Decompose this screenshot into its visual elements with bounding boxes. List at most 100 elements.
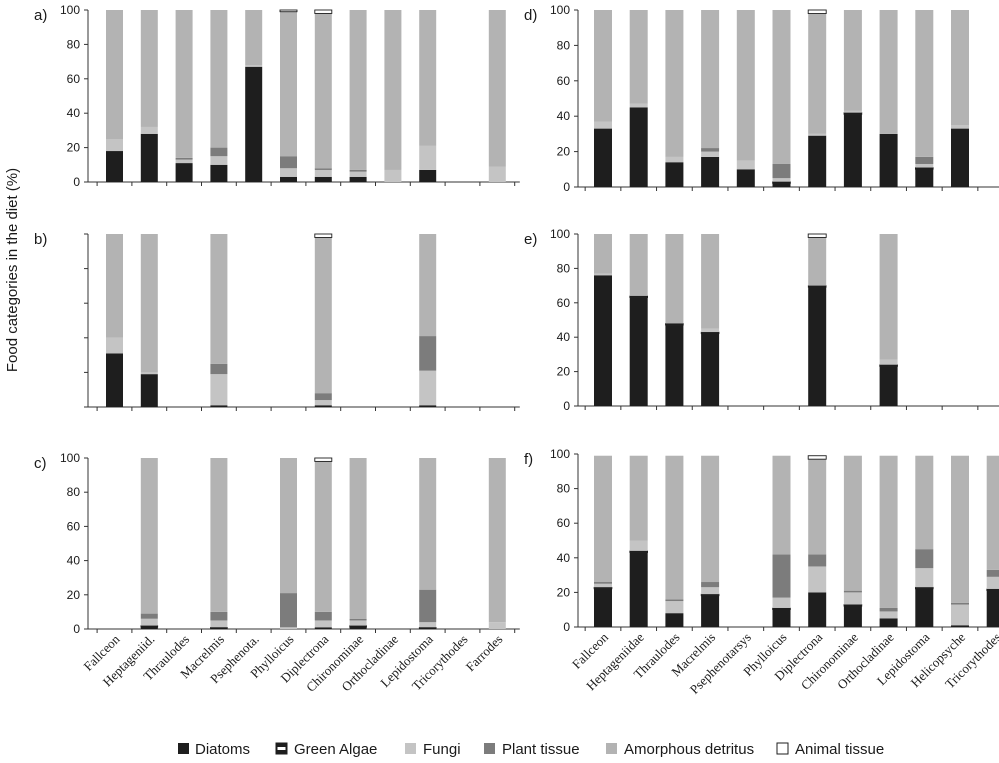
bar-segment-fungi: [594, 121, 612, 129]
bar-segment-diatoms: [879, 133, 898, 187]
bar-segment-amorphous-detritus: [701, 455, 720, 583]
bar-segment-amorphous-detritus: [701, 234, 720, 329]
bar-segment-fungi: [879, 611, 898, 619]
bar-segment-green-algae: [349, 625, 367, 628]
bar-segment-fungi: [843, 592, 862, 605]
bar-segment-diatoms: [772, 183, 791, 187]
bar-segment-plant-tissue: [665, 599, 684, 602]
bar-segment-fungi: [986, 576, 999, 589]
bar-segment-animal-tissue: [314, 457, 333, 462]
bar-segment-diatoms: [772, 609, 791, 627]
bar-segment-green-algae: [418, 626, 437, 630]
bar-segment-fungi: [701, 587, 720, 595]
bar-segment-diatoms: [629, 297, 648, 406]
bar-segment-plant-tissue: [594, 582, 612, 584]
bar-segment-amorphous-detritus: [808, 237, 827, 286]
bar-segment-amorphous-detritus: [629, 10, 648, 104]
bar-segment-plant-tissue: [280, 156, 297, 169]
y-tick-label: 80: [557, 38, 571, 52]
y-tick-label: 40: [67, 554, 81, 568]
bar-segment-animal-tissue: [314, 9, 333, 14]
bar-segment-amorphous-detritus: [419, 10, 437, 146]
bar-segment-diatoms: [280, 176, 297, 182]
bar-segment-diatoms: [843, 114, 862, 187]
bar-segment-amorphous-detritus: [701, 10, 720, 149]
bar-segment-amorphous-detritus: [488, 458, 506, 623]
bar-segment-fungi: [106, 139, 123, 152]
bar-segment-animal-tissue: [807, 455, 827, 460]
y-tick-label: 80: [67, 485, 81, 499]
bar-segment-amorphous-detritus: [210, 458, 228, 612]
bar-segment-fungi: [106, 337, 123, 354]
bar-segment-amorphous-detritus: [140, 458, 158, 614]
bar-segment-diatoms: [594, 275, 612, 406]
y-tick-label: 100: [550, 227, 570, 241]
bar-segment-green-algae: [772, 607, 791, 610]
y-tick-label: 100: [550, 3, 570, 17]
bar-segment-diatoms: [314, 627, 332, 629]
bar-segment-diatoms: [665, 613, 684, 627]
bar-segment-diatoms: [106, 353, 123, 407]
bar-segment-amorphous-detritus: [665, 455, 684, 600]
bar-segment-green-algae: [700, 331, 720, 335]
bar-segment-green-algae: [843, 604, 863, 607]
bar-segment-amorphous-detritus: [106, 234, 123, 338]
y-tick-label: 60: [557, 516, 571, 530]
bar-segment-fungi: [915, 163, 934, 168]
legend-swatch: [405, 743, 416, 754]
bar-segment-amorphous-detritus: [594, 234, 612, 274]
bar-segment-plant-tissue: [986, 569, 999, 577]
bar-segment-plant-tissue: [701, 582, 720, 588]
bar-segment-plant-tissue: [314, 611, 332, 621]
bar-segment-fungi: [210, 620, 228, 628]
bar-segment-diatoms: [665, 325, 684, 406]
bar-segment-diatoms: [701, 156, 720, 187]
bar-segment-amorphous-detritus: [419, 234, 437, 337]
bar-segment-plant-tissue: [951, 602, 969, 605]
bar-segment-diatoms: [629, 107, 648, 187]
legend-label: Animal tissue: [795, 741, 884, 758]
bar-segment-fungi: [772, 178, 791, 182]
bar-segment-diatoms: [808, 287, 827, 406]
bar-segment-fungi: [175, 159, 193, 164]
y-tick-label: 20: [67, 141, 81, 155]
bar-segment-diatoms: [915, 169, 934, 187]
bar-segment-amorphous-detritus: [106, 10, 123, 139]
bar-segment-plant-tissue: [808, 554, 827, 567]
bar-segment-amorphous-detritus: [915, 10, 934, 157]
legend-item-amorphous-detritus: Amorphous detritus: [606, 741, 754, 758]
bar-segment-amorphous-detritus: [879, 10, 898, 134]
bar-segment-green-algae: [700, 593, 720, 597]
panel-e: e) 0 20 40 60 80 100: [524, 227, 999, 413]
panel-d: d) 0 20 40 60 80 100: [524, 3, 999, 194]
y-tick-label: 100: [60, 3, 80, 17]
bar-segment-plant-tissue: [314, 168, 332, 170]
bar-segment-plant-tissue: [879, 607, 898, 612]
bar-segment-plant-tissue: [314, 393, 332, 401]
y-tick-label: 0: [73, 622, 80, 636]
bar-segment-fungi: [210, 374, 228, 406]
y-tick-label: 0: [73, 175, 80, 189]
bar-segment-amorphous-detritus: [594, 10, 612, 122]
bar-segment-diatoms: [419, 405, 437, 407]
panel-b: b): [34, 231, 520, 411]
bar-segment-amorphous-detritus: [280, 458, 297, 594]
panel-label: b): [34, 231, 47, 248]
bar-segment-fungi: [140, 372, 158, 375]
legend-item-plant-tissue: Plant tissue: [484, 741, 580, 758]
bar-segment-plant-tissue: [419, 336, 437, 371]
bar-segment-amorphous-detritus: [772, 455, 791, 555]
bar-segment-fungi: [349, 620, 367, 626]
bar-segment-amorphous-detritus: [843, 10, 862, 111]
bar-segment-diatoms: [879, 618, 898, 627]
bar-segment-diatoms: [175, 163, 193, 182]
bar-segment-green-algae: [843, 112, 863, 115]
bar-segment-plant-tissue: [915, 549, 934, 569]
bar-segment-amorphous-detritus: [210, 10, 228, 148]
y-tick-label: 20: [557, 365, 571, 379]
bar-segment-diatoms: [314, 176, 332, 182]
bar-segment-amorphous-detritus: [808, 13, 827, 134]
bar-segment-diatoms: [314, 405, 332, 407]
bar-segment-fungi: [140, 126, 158, 134]
